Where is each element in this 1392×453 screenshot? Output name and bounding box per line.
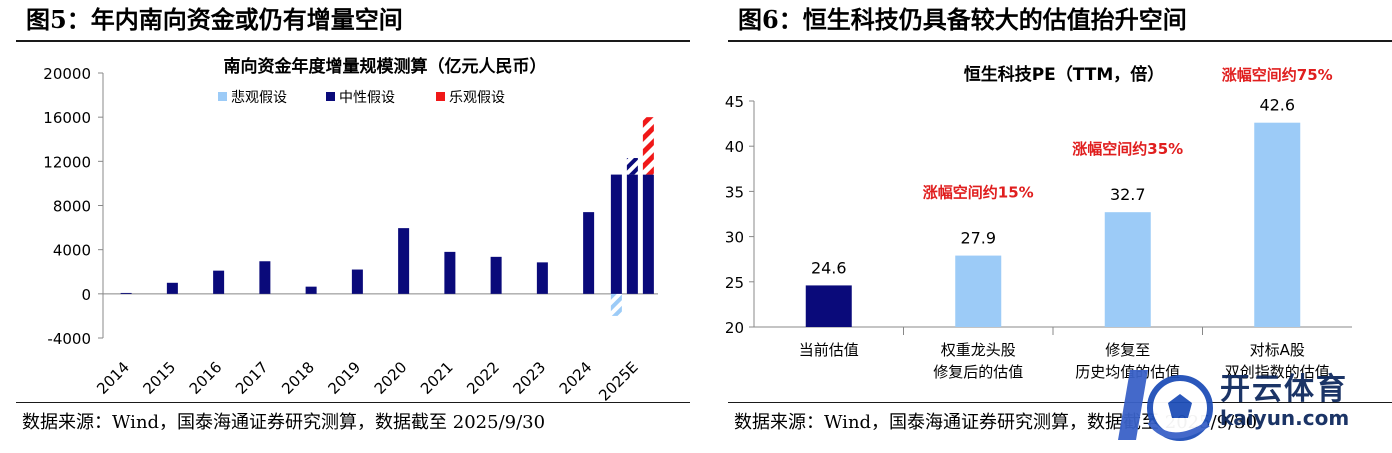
- left-chart-title: 南向资金年度增量规模测算（亿元人民币）: [224, 56, 547, 77]
- bar-neutral: [351, 269, 363, 294]
- bar-neutral: [444, 251, 456, 294]
- left-y-tick-label: 4000: [53, 242, 91, 260]
- left-x-tick-label: 2017: [232, 358, 272, 398]
- left-chart-legend: 悲观假设 中性假设 乐观假设: [218, 89, 505, 106]
- left-figure-panel: 图5：年内南向资金或仍有增量空间 南向资金年度增量规模测算（亿元人民币） 悲观假…: [0, 0, 690, 453]
- right-y-tick-label: 40: [725, 138, 744, 156]
- right-y-tick-label: 45: [725, 93, 744, 111]
- pe-bar: [1104, 212, 1151, 327]
- bar-optimistic-base-2025e: [642, 174, 654, 294]
- upside-annotation: 涨幅空间约35%: [1072, 140, 1183, 158]
- upside-annotation: 涨幅空间约15%: [923, 184, 1034, 202]
- right-source-rule: [728, 402, 1392, 403]
- left-x-tick-label: 2021: [417, 358, 457, 398]
- left-y-tick-label: 16000: [43, 109, 91, 127]
- right-y-tick-label: 35: [725, 183, 744, 201]
- left-source-note: 数据来源：Wind，国泰海通证券研究测算，数据截至 2025/9/30: [22, 412, 546, 433]
- right-y-tick-label: 25: [725, 274, 744, 292]
- right-x-tick-label: 权重龙头股: [941, 341, 1016, 359]
- right-x-tick-label: 历史均值的估值: [1075, 363, 1180, 381]
- bar-neutral-2025e: [610, 174, 622, 294]
- legend-label: 乐观假设: [449, 90, 505, 106]
- right-x-tick-label: 对标A股: [1250, 341, 1305, 359]
- right-chart-bars: 24.6 27.9 32.7 42.6 涨幅空间约15% 涨幅空间约35% 涨幅空间约75%: [805, 66, 1333, 327]
- bar-neutral: [259, 261, 271, 294]
- bar-neutral: [490, 256, 502, 294]
- pe-value-label: 42.6: [1259, 96, 1295, 115]
- left-x-tick-label: 2015: [139, 358, 179, 398]
- watermark-logo: 开云体育 kaiyun.com: [1110, 362, 1385, 448]
- bar-pessimistic-2025e: [610, 293, 622, 316]
- legend-swatch: [436, 92, 445, 101]
- left-x-tick-label: 2025E: [595, 358, 641, 404]
- legend-swatch: [326, 92, 335, 101]
- soccer-ball-icon: [1118, 370, 1213, 441]
- right-y-tick-label: 20: [725, 319, 744, 337]
- southbound-flow-chart: 南向资金年度增量规模测算（亿元人民币） 悲观假设 中性假设 乐观假设 20000 16…: [43, 56, 658, 405]
- legend-swatch: [218, 92, 227, 101]
- bar-neutral-base-2025e: [626, 174, 638, 294]
- right-title-rule: [728, 40, 1392, 42]
- left-y-tick-label: 8000: [53, 198, 91, 216]
- hstech-pe-chart: 恒生科技PE（TTM，倍） 45 40 35 30 25 20 当前估值 权重龙头股修复后的估…: [725, 64, 1352, 381]
- pe-value-label: 27.9: [960, 229, 996, 248]
- bar-neutral: [166, 282, 178, 294]
- bar-neutral: [120, 292, 132, 294]
- right-figure-title: 图6：恒生科技仍具备较大的估值抬升空间: [738, 5, 1187, 34]
- left-y-tick-label: 0: [81, 286, 91, 304]
- right-x-tick-label: 当前估值: [799, 341, 859, 359]
- left-title-rule: [16, 40, 690, 42]
- left-x-tick-label: 2022: [463, 358, 503, 398]
- bar-neutral: [536, 262, 548, 294]
- left-y-tick-label: 20000: [43, 65, 91, 83]
- bar-neutral: [305, 286, 317, 294]
- left-x-tick-label: 2020: [371, 358, 411, 398]
- legend-label: 中性假设: [339, 90, 395, 106]
- pe-bar: [955, 255, 1002, 327]
- watermark-url: kaiyun.com: [1220, 406, 1350, 430]
- pe-value-label: 24.6: [811, 258, 847, 277]
- right-x-tick-label: 修复至: [1105, 341, 1150, 359]
- left-x-tick-label: 2024: [556, 358, 596, 398]
- bar-neutral: [398, 228, 410, 294]
- right-y-tick-label: 30: [725, 229, 744, 247]
- watermark-brand: 开云体育: [1220, 372, 1348, 407]
- left-y-tick-label: 12000: [43, 153, 91, 171]
- left-y-tick-label: -4000: [47, 330, 91, 348]
- left-source-rule: [16, 402, 690, 403]
- left-x-tick-label: 2023: [509, 358, 549, 398]
- bar-optimistic-increment-2025e: [642, 117, 654, 175]
- left-x-tick-label: 2018: [278, 358, 318, 398]
- bar-neutral: [213, 270, 225, 294]
- left-x-tick-label: 2016: [186, 358, 226, 398]
- right-figure-panel: 图6：恒生科技仍具备较大的估值抬升空间 恒生科技PE（TTM，倍） 45 40 35…: [712, 0, 1392, 453]
- right-x-tick-label: 双创指数的估值: [1225, 363, 1330, 381]
- left-x-tick-label: 2019: [324, 358, 364, 398]
- pe-value-label: 32.7: [1110, 185, 1146, 204]
- pe-bar: [805, 285, 852, 327]
- bar-neutral-increment-2025e: [626, 158, 638, 175]
- upside-annotation: 涨幅空间约75%: [1222, 66, 1333, 84]
- left-x-tick-label: 2014: [93, 358, 133, 398]
- bar-neutral: [583, 212, 595, 294]
- left-figure-title: 图5：年内南向资金或仍有增量空间: [26, 5, 403, 34]
- pe-bar: [1254, 122, 1301, 327]
- right-x-tick-label: 修复后的估值: [933, 363, 1023, 381]
- right-chart-title: 恒生科技PE（TTM，倍）: [964, 64, 1165, 85]
- left-chart-bars: [120, 117, 654, 316]
- legend-label: 悲观假设: [231, 89, 287, 106]
